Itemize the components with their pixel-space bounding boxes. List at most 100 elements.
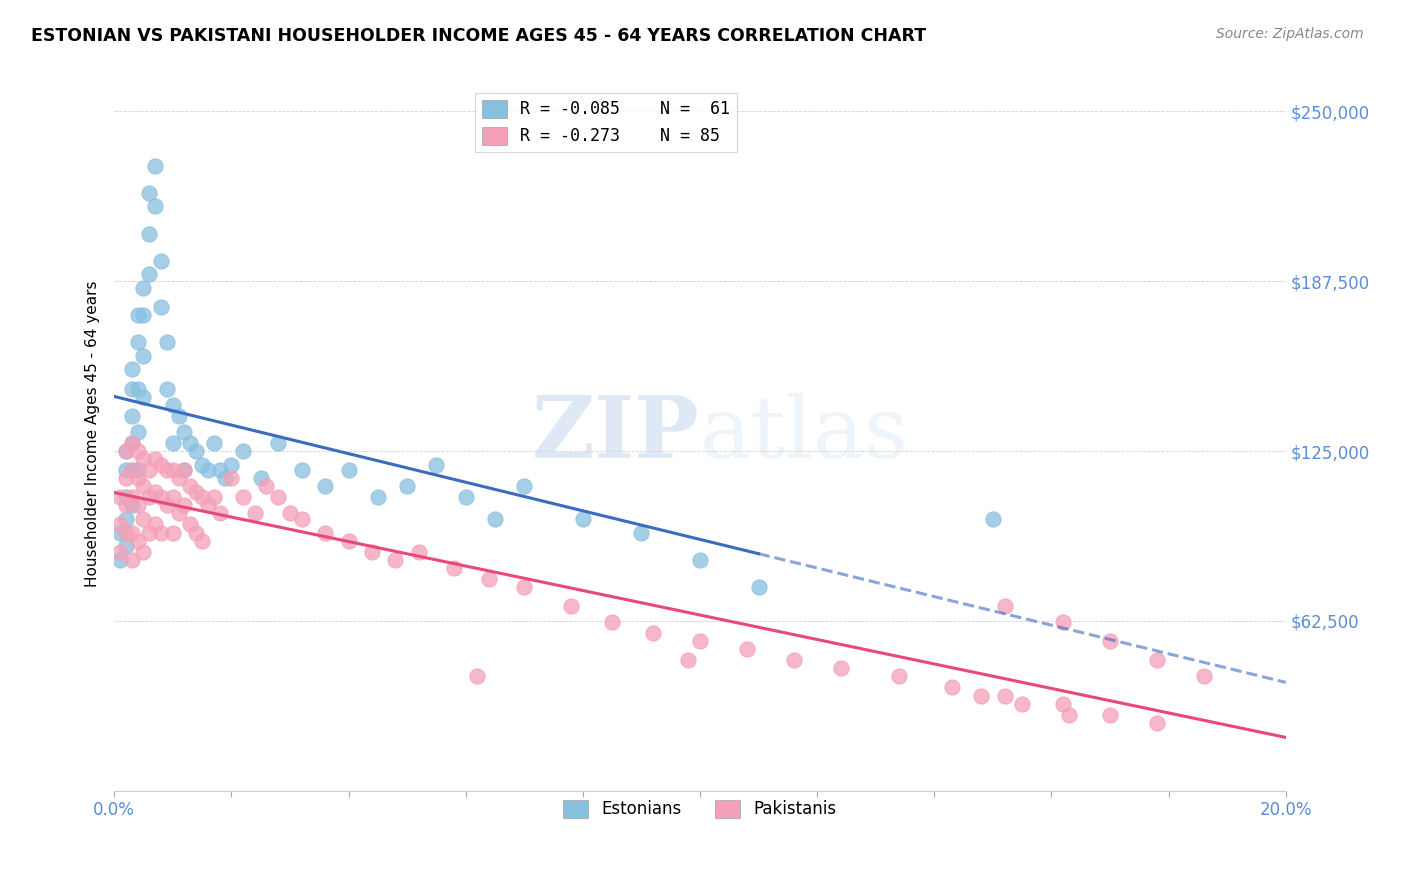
Point — [138, 463, 160, 477]
Point — [678, 653, 700, 667]
Point — [256, 479, 278, 493]
Point — [748, 580, 770, 594]
Point — [127, 499, 149, 513]
Point — [478, 572, 501, 586]
Point — [214, 471, 236, 485]
Point — [162, 463, 184, 477]
Point — [127, 308, 149, 322]
Point — [121, 435, 143, 450]
Point — [291, 512, 314, 526]
Point — [232, 444, 254, 458]
Point — [278, 507, 301, 521]
Point — [630, 525, 652, 540]
Point — [121, 525, 143, 540]
Point — [1052, 697, 1074, 711]
Point — [138, 227, 160, 241]
Point — [156, 463, 179, 477]
Point — [121, 463, 143, 477]
Point — [191, 490, 214, 504]
Point — [454, 490, 477, 504]
Point — [121, 435, 143, 450]
Point — [121, 409, 143, 423]
Point — [361, 544, 384, 558]
Point — [1011, 697, 1033, 711]
Point — [115, 539, 138, 553]
Point — [425, 458, 447, 472]
Point — [689, 552, 711, 566]
Point — [267, 435, 290, 450]
Point — [783, 653, 806, 667]
Point — [560, 599, 582, 613]
Point — [221, 458, 243, 472]
Point — [127, 533, 149, 548]
Text: Source: ZipAtlas.com: Source: ZipAtlas.com — [1216, 27, 1364, 41]
Point — [121, 499, 143, 513]
Point — [173, 463, 195, 477]
Legend: Estonians, Pakistanis: Estonians, Pakistanis — [557, 793, 844, 825]
Point — [208, 463, 231, 477]
Point — [208, 507, 231, 521]
Point — [221, 471, 243, 485]
Y-axis label: Householder Income Ages 45 - 64 years: Householder Income Ages 45 - 64 years — [86, 281, 100, 587]
Point — [115, 444, 138, 458]
Point — [156, 499, 179, 513]
Point — [132, 349, 155, 363]
Point — [121, 552, 143, 566]
Point — [367, 490, 389, 504]
Point — [150, 300, 173, 314]
Point — [467, 669, 489, 683]
Point — [143, 159, 166, 173]
Point — [132, 544, 155, 558]
Point — [981, 512, 1004, 526]
Point — [994, 689, 1017, 703]
Point — [115, 471, 138, 485]
Point — [150, 490, 173, 504]
Point — [889, 669, 911, 683]
Point — [337, 533, 360, 548]
Point — [408, 544, 430, 558]
Point — [121, 382, 143, 396]
Point — [337, 463, 360, 477]
Point — [513, 580, 536, 594]
Point — [132, 390, 155, 404]
Point — [108, 525, 131, 540]
Point — [191, 458, 214, 472]
Point — [115, 512, 138, 526]
Point — [1146, 653, 1168, 667]
Text: ZIP: ZIP — [533, 392, 700, 476]
Point — [513, 479, 536, 493]
Point — [249, 471, 271, 485]
Point — [127, 425, 149, 439]
Point — [484, 512, 506, 526]
Point — [167, 507, 190, 521]
Point — [443, 561, 465, 575]
Point — [138, 525, 160, 540]
Point — [179, 479, 201, 493]
Point — [162, 490, 184, 504]
Point — [127, 335, 149, 350]
Point — [179, 435, 201, 450]
Text: ESTONIAN VS PAKISTANI HOUSEHOLDER INCOME AGES 45 - 64 YEARS CORRELATION CHART: ESTONIAN VS PAKISTANI HOUSEHOLDER INCOME… — [31, 27, 927, 45]
Point — [132, 512, 155, 526]
Point — [156, 382, 179, 396]
Point — [689, 634, 711, 648]
Point — [291, 463, 314, 477]
Point — [186, 484, 208, 499]
Point — [735, 642, 758, 657]
Point — [143, 199, 166, 213]
Text: atlas: atlas — [700, 392, 910, 475]
Point — [572, 512, 595, 526]
Point — [162, 398, 184, 412]
Point — [1099, 634, 1122, 648]
Point — [167, 409, 190, 423]
Point — [143, 484, 166, 499]
Point — [121, 362, 143, 376]
Point — [138, 490, 160, 504]
Point — [243, 507, 266, 521]
Point — [994, 599, 1017, 613]
Point — [108, 517, 131, 532]
Point — [115, 525, 138, 540]
Point — [600, 615, 623, 629]
Point — [121, 463, 143, 477]
Point — [173, 499, 195, 513]
